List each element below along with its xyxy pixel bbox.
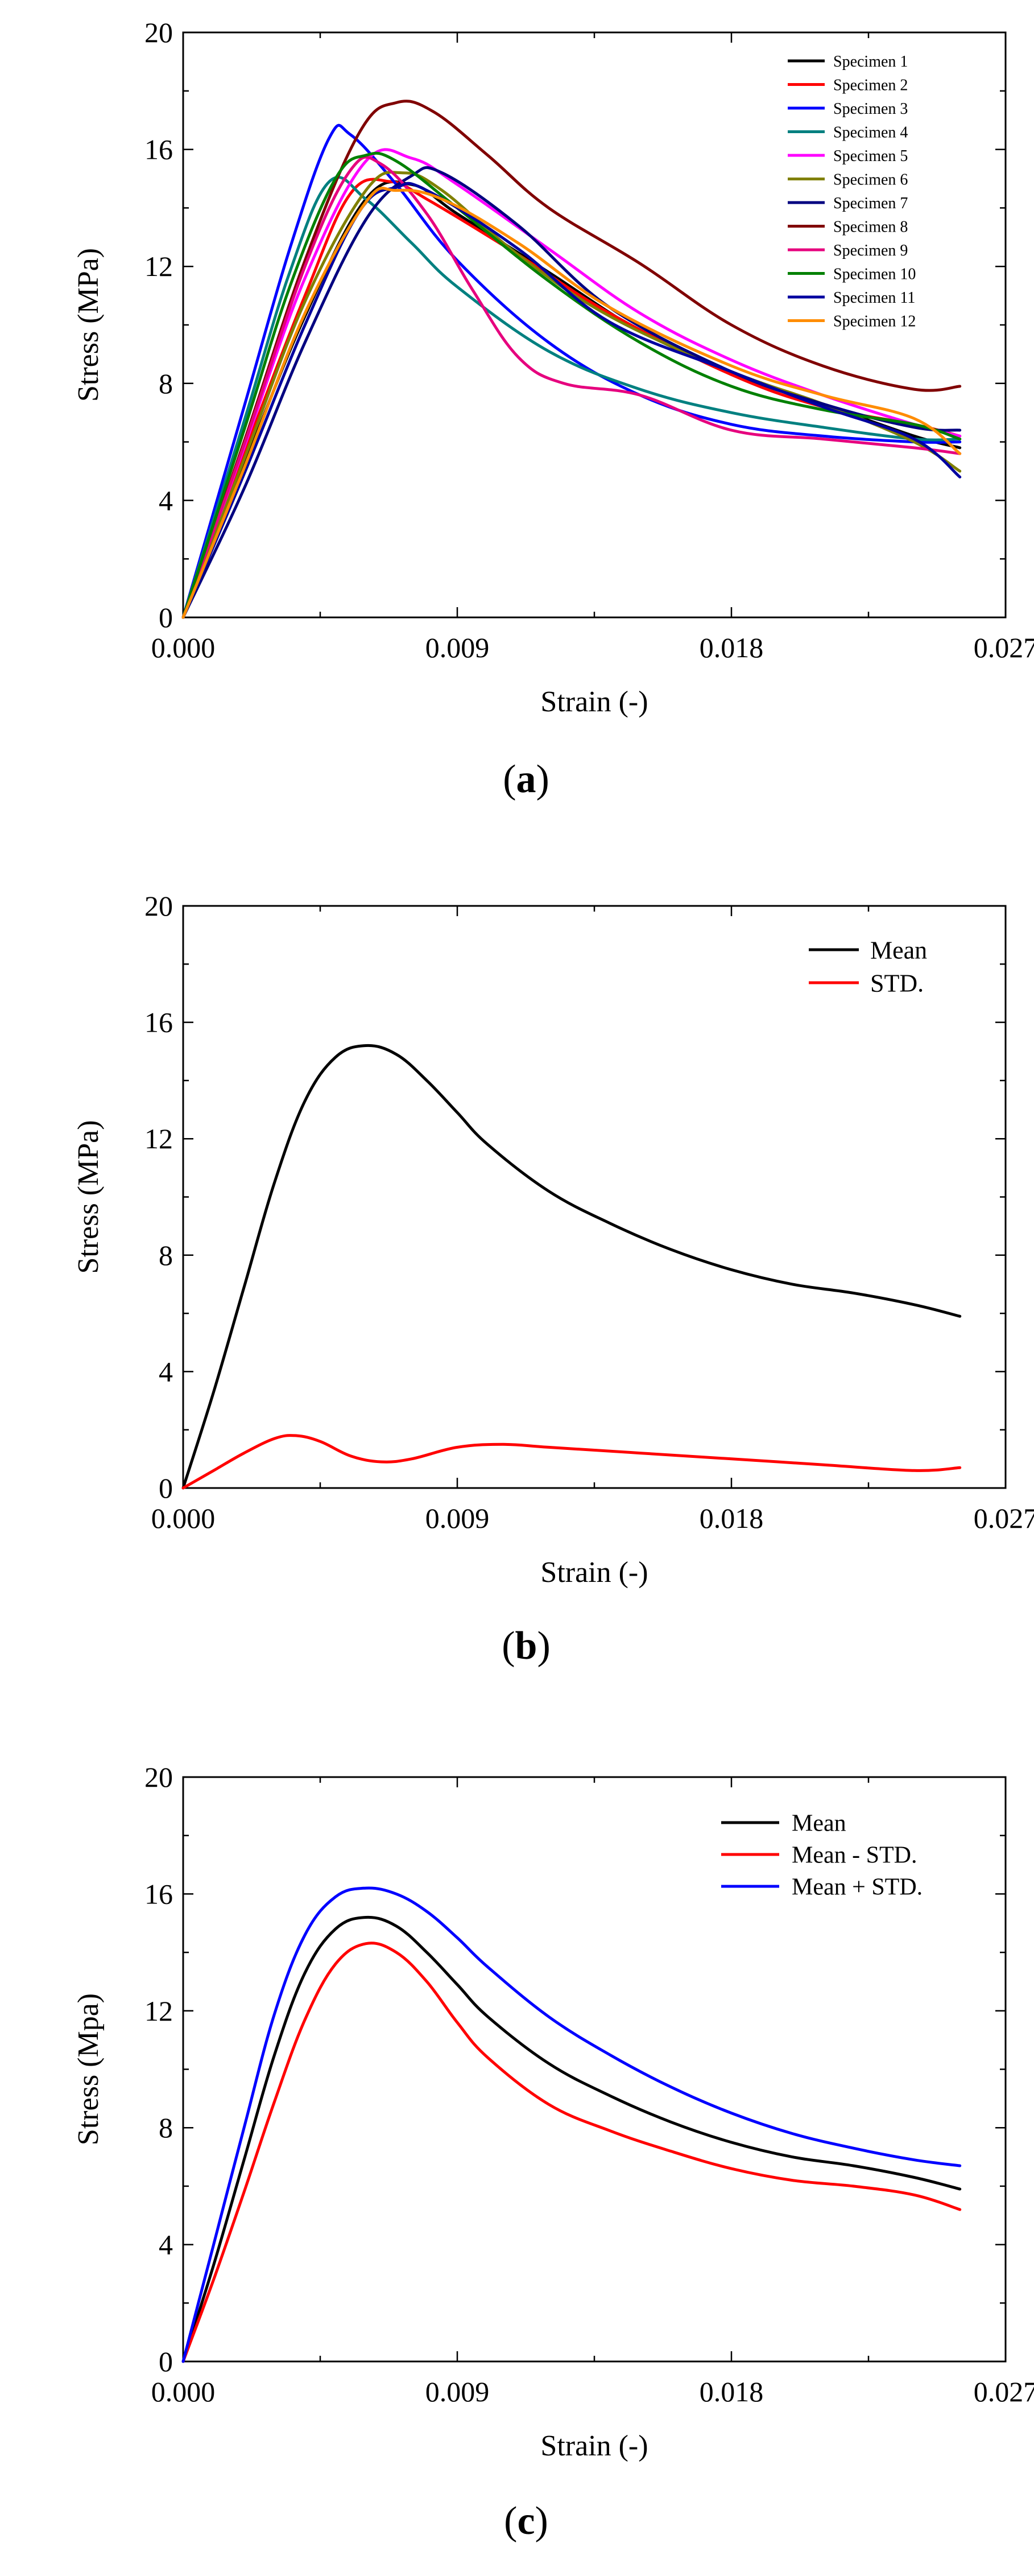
x-tick-label: 0.000 bbox=[151, 2376, 216, 2408]
x-tick-label: 0.018 bbox=[700, 1502, 764, 1534]
x-axis-title: Strain (-) bbox=[540, 1556, 648, 1589]
legend-label: Mean + STD. bbox=[792, 1874, 923, 1901]
series-line-specimen-4 bbox=[181, 176, 962, 619]
y-tick-label: 12 bbox=[144, 1123, 173, 1155]
legend-label: Specimen 1 bbox=[833, 53, 908, 71]
series-line-specimen-12 bbox=[181, 187, 962, 619]
y-axis-title: Stress (MPa) bbox=[72, 248, 105, 402]
chart-panel-c: 0 4 8 12 16 20 0.000 0.009 0.018 0.027 Strain (-) S… bbox=[72, 1761, 1034, 2543]
series-line-specimen-7 bbox=[181, 166, 962, 619]
panel-caption: (c) bbox=[504, 2499, 548, 2543]
x-tick-label: 0.027 bbox=[974, 632, 1034, 663]
legend-label: Specimen 2 bbox=[833, 76, 908, 94]
x-tick-label: 0.018 bbox=[700, 632, 764, 663]
series-line-mean-std- bbox=[181, 1886, 962, 2363]
y-tick-label: 8 bbox=[159, 2112, 173, 2144]
y-tick-label: 8 bbox=[159, 1239, 173, 1271]
y-tick-label: 20 bbox=[144, 17, 173, 48]
legend-label: Specimen 4 bbox=[833, 123, 908, 141]
y-tick-label: 4 bbox=[159, 1355, 173, 1387]
legend: Mean STD. bbox=[809, 936, 927, 997]
x-axis-title: Strain (-) bbox=[540, 686, 648, 718]
x-tick-label: 0.009 bbox=[425, 2376, 490, 2408]
y-tick-label: 12 bbox=[144, 1995, 173, 2027]
y-tick-label: 0 bbox=[159, 2346, 173, 2377]
legend-label: Specimen 7 bbox=[833, 195, 908, 212]
legend-label: Mean bbox=[870, 936, 927, 964]
x-tick-label: 0.000 bbox=[151, 632, 216, 663]
chart-panel-b: 0 4 8 12 16 20 0.000 0.009 0.018 0.027 Strain (-) S… bbox=[72, 890, 1034, 1668]
legend-label: Specimen 8 bbox=[833, 218, 908, 236]
series-line-specimen-9 bbox=[181, 155, 962, 619]
x-tick-label: 0.018 bbox=[700, 2376, 764, 2408]
x-tick-label: 0.027 bbox=[974, 1502, 1034, 1534]
y-tick-label: 20 bbox=[144, 890, 173, 922]
legend-label: Mean bbox=[792, 1811, 846, 1837]
x-tick-label: 0.027 bbox=[974, 2376, 1034, 2408]
series-line-mean-std- bbox=[181, 1942, 962, 2363]
x-axis-title: Strain (-) bbox=[540, 2430, 648, 2462]
y-tick-label: 4 bbox=[159, 484, 173, 516]
legend: Mean Mean - STD. Mean + STD. bbox=[721, 1811, 923, 1901]
y-tick-label: 20 bbox=[144, 1761, 173, 1793]
legend-label: Specimen 9 bbox=[833, 242, 908, 259]
legend-label: Specimen 12 bbox=[833, 312, 916, 330]
series-line-specimen-11 bbox=[181, 182, 962, 619]
series-line-std- bbox=[181, 1434, 962, 1490]
legend-label: Specimen 3 bbox=[833, 100, 908, 118]
x-tick-label: 0.009 bbox=[425, 632, 490, 663]
y-axis-title: Stress (Mpa) bbox=[72, 1993, 105, 2145]
legend-label: Specimen 10 bbox=[833, 265, 916, 283]
x-tick-label: 0.009 bbox=[425, 1502, 490, 1534]
legend-label: Mean - STD. bbox=[792, 1843, 917, 1869]
y-tick-label: 16 bbox=[144, 1007, 173, 1038]
y-tick-label: 8 bbox=[159, 368, 173, 399]
chart-panel-a: 0 4 8 12 16 20 0.000 0.009 0.018 0.027 Strain (-) S… bbox=[72, 17, 1034, 801]
legend-label: Specimen 5 bbox=[833, 147, 908, 165]
legend-label: STD. bbox=[870, 969, 924, 997]
y-axis-title: Stress (MPa) bbox=[72, 1120, 105, 1273]
y-tick-label: 16 bbox=[144, 134, 173, 166]
legend-label: Specimen 11 bbox=[833, 289, 915, 307]
y-tick-label: 0 bbox=[159, 601, 173, 633]
legend-label: Specimen 6 bbox=[833, 171, 908, 188]
panel-caption: (a) bbox=[503, 757, 549, 801]
series-line-specimen-3 bbox=[181, 123, 962, 619]
y-tick-label: 4 bbox=[159, 2229, 173, 2261]
panel-caption: (b) bbox=[502, 1624, 551, 1668]
x-tick-label: 0.000 bbox=[151, 1502, 216, 1534]
y-tick-label: 12 bbox=[144, 250, 173, 282]
series-line-mean bbox=[181, 1915, 962, 2363]
series-line-mean bbox=[181, 1044, 962, 1490]
y-tick-label: 16 bbox=[144, 1878, 173, 1910]
y-tick-label: 0 bbox=[159, 1472, 173, 1504]
legend: Specimen 1 Specimen 2 Specimen 3 Specimen 4… bbox=[788, 53, 916, 330]
series-line-specimen-6 bbox=[181, 171, 962, 619]
